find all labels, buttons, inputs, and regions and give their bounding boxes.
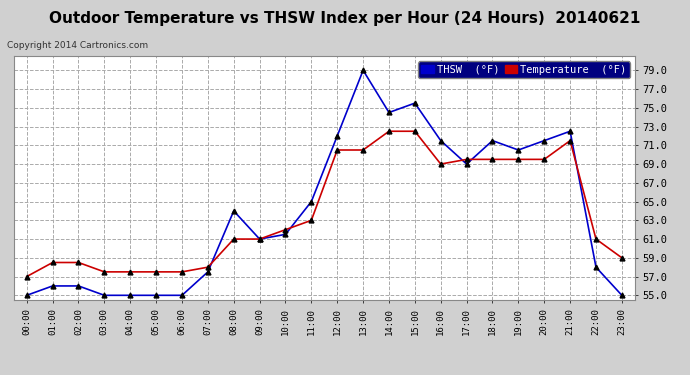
Text: Copyright 2014 Cartronics.com: Copyright 2014 Cartronics.com [7,41,148,50]
Legend: THSW  (°F), Temperature  (°F): THSW (°F), Temperature (°F) [418,62,629,78]
Text: Outdoor Temperature vs THSW Index per Hour (24 Hours)  20140621: Outdoor Temperature vs THSW Index per Ho… [49,11,641,26]
